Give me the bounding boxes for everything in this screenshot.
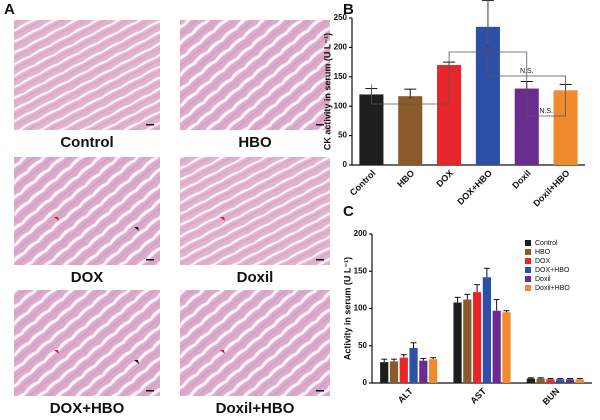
arrow [220, 350, 225, 354]
bar [546, 379, 555, 383]
y-tick-label: 0 [343, 160, 348, 169]
y-tick-label: 100 [354, 304, 368, 313]
x-tick-label: Doxil [510, 168, 533, 191]
image-caption: Doxil [237, 269, 274, 286]
bar [398, 96, 423, 165]
x-tick-label: Doxil+HBO [531, 168, 571, 208]
arrow [134, 227, 139, 231]
y-tick-label: 250 [334, 13, 348, 22]
bar [409, 347, 418, 383]
y-axis-label: Activity in serum (U L⁻¹) [342, 257, 352, 360]
legend-swatch [525, 267, 531, 273]
bar [359, 94, 384, 165]
histology-image [14, 290, 160, 396]
charts: B CK activity in serum (U L⁻¹) 0 50 100 150 20… [322, 0, 592, 407]
scale-bar [316, 124, 324, 126]
significance-bracket [526, 77, 566, 117]
histology-image [180, 290, 330, 396]
image-caption: HBO [238, 134, 272, 151]
legend-swatch [525, 240, 531, 246]
y-axis-label: CK activity in serum (U L⁻¹) [322, 33, 332, 150]
bar [429, 359, 438, 383]
histology-image [14, 20, 160, 130]
panel-letter: A [4, 1, 15, 18]
histology-panel: Control HBO DOX Doxil DOX+HBO Doxil+HBO [14, 20, 330, 417]
x-tick-label: Control [348, 168, 378, 198]
bar [453, 302, 462, 383]
panel-letter: B [343, 1, 354, 18]
arrow [134, 360, 139, 364]
bar [463, 299, 472, 383]
scale-bar [146, 259, 154, 261]
histology-image [180, 20, 330, 130]
bar [473, 292, 482, 383]
legend-swatch [525, 249, 531, 255]
histology-image [180, 157, 330, 265]
image-caption: DOX [71, 269, 104, 286]
image-caption: Doxil+HBO [216, 400, 295, 417]
bar [565, 379, 575, 383]
x-tick-label: DOX [434, 168, 455, 189]
significance-bracket [371, 58, 450, 105]
histology-image [14, 157, 160, 265]
scale-bar [146, 390, 154, 392]
bar [502, 312, 511, 383]
x-tick-label: DOX+HBO [455, 168, 494, 207]
bar [526, 378, 535, 383]
arrow [54, 350, 59, 354]
image-caption: Control [60, 134, 113, 151]
legend-label: Doxil [535, 276, 551, 283]
bar [482, 277, 491, 383]
bar [399, 357, 408, 383]
bar [536, 378, 545, 383]
significance-bracket [487, 0, 566, 81]
legend-label: HBO [535, 249, 551, 256]
legend-label: Control [535, 240, 558, 247]
y-tick-label: 150 [354, 266, 368, 275]
significance-label: * [409, 96, 412, 103]
bar [492, 310, 501, 383]
legend-label: DOX [535, 258, 551, 265]
y-tick-label: 200 [354, 229, 368, 238]
legend-label: Doxil+HBO [535, 285, 570, 292]
x-tick-label: AST [468, 386, 488, 406]
legend-swatch [525, 285, 531, 291]
y-tick-label: 200 [334, 43, 348, 52]
bar [389, 361, 399, 383]
significance-label: N.S. [539, 108, 553, 115]
legend-label: DOX+HBO [535, 267, 570, 274]
y-tick-label: 150 [334, 72, 348, 81]
image-caption: DOX+HBO [50, 400, 125, 417]
arrow [220, 217, 225, 221]
bar [419, 360, 428, 383]
significance-label: N.S. [520, 68, 534, 75]
legend-swatch [525, 258, 531, 264]
scale-bar [316, 259, 324, 261]
y-tick-label: 50 [358, 341, 367, 350]
x-tick-label: HBO [395, 168, 416, 189]
panel-letter: C [343, 203, 354, 220]
y-tick-label: 50 [338, 131, 347, 140]
bar [575, 379, 584, 383]
arrow [54, 217, 59, 221]
legend-swatch [525, 276, 531, 282]
scale-bar [316, 390, 324, 392]
bar [556, 379, 565, 383]
scale-bar [146, 124, 154, 126]
x-tick-label: BUN [541, 386, 562, 407]
bar [380, 362, 389, 383]
x-tick-label: ALT [396, 386, 415, 405]
y-tick-label: 100 [334, 101, 348, 110]
y-tick-label: 0 [363, 378, 368, 387]
